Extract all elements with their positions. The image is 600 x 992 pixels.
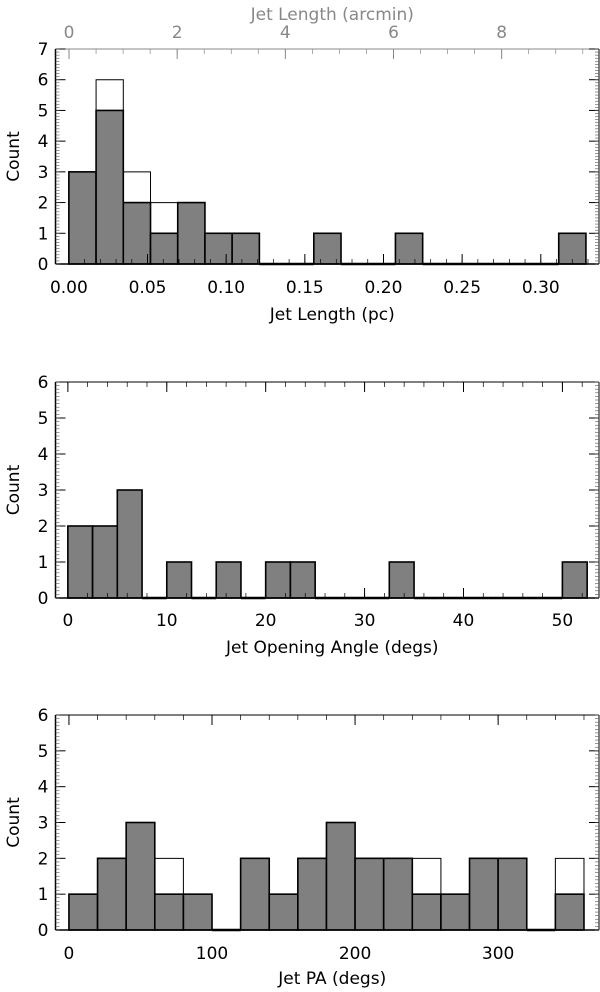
histogram-bar bbox=[554, 893, 585, 931]
x-tick-label: 0 bbox=[62, 611, 73, 631]
x-tick-label: 200 bbox=[339, 944, 371, 964]
x-tick-label: 0.15 bbox=[286, 278, 324, 298]
histogram-bar bbox=[268, 893, 299, 931]
y-tick-label: 3 bbox=[38, 481, 49, 501]
histogram-bar bbox=[394, 232, 424, 265]
histogram-bar bbox=[122, 201, 152, 265]
histogram-bar bbox=[116, 489, 143, 599]
top-x-tick-label: 0 bbox=[64, 23, 75, 43]
histogram-bar bbox=[96, 857, 127, 931]
y-tick-label: 5 bbox=[38, 409, 49, 429]
histogram-bar bbox=[165, 561, 193, 599]
histogram-bar bbox=[239, 857, 271, 931]
histogram-bar bbox=[313, 232, 342, 265]
top-x-tick-label: 6 bbox=[388, 23, 399, 43]
top-x-tick-label: 2 bbox=[172, 23, 183, 43]
histogram-bar bbox=[68, 171, 97, 265]
y-tick-label: 3 bbox=[38, 163, 49, 183]
y-tick-label: 2 bbox=[38, 194, 49, 214]
histogram-bar bbox=[149, 232, 179, 265]
y-tick-label: 1 bbox=[38, 224, 49, 244]
histogram-bar bbox=[440, 893, 471, 931]
y-tick-label: 0 bbox=[38, 921, 49, 941]
x-axis-title: Jet Opening Angle (degs) bbox=[225, 638, 439, 658]
y-tick-label: 1 bbox=[38, 885, 49, 905]
x-tick-label: 0.20 bbox=[365, 278, 403, 298]
y-tick-label: 5 bbox=[38, 742, 49, 762]
y-tick-label: 4 bbox=[38, 132, 49, 152]
y-tick-label: 6 bbox=[38, 373, 49, 393]
x-tick-label: 0.30 bbox=[522, 278, 560, 298]
x-tick-label: 100 bbox=[196, 944, 228, 964]
x-tick-label: 10 bbox=[156, 611, 178, 631]
histogram-bar bbox=[95, 109, 125, 265]
histogram-bar bbox=[289, 561, 316, 599]
histogram-bar bbox=[468, 857, 499, 931]
histogram-bar bbox=[153, 893, 185, 931]
y-axis-title: Count bbox=[4, 797, 24, 848]
histogram-bar bbox=[411, 893, 442, 931]
x-tick-label: 30 bbox=[354, 611, 376, 631]
x-tick-label: 50 bbox=[552, 611, 574, 631]
histogram-bar bbox=[231, 232, 261, 265]
top-x-tick-label: 8 bbox=[496, 23, 507, 43]
histogram-panel-1: 0 1 2 3 4 5 6 7 0.00 0.05 0.10 0.15 0.20 0.25 0.30 Jet … bbox=[4, 5, 600, 325]
top-x-axis-title: Jet Length (arcmin) bbox=[250, 5, 414, 25]
histogram-bar bbox=[67, 525, 94, 599]
y-tick-label: 5 bbox=[38, 101, 49, 121]
y-tick-label: 7 bbox=[38, 40, 49, 60]
x-tick-label: 40 bbox=[453, 611, 475, 631]
x-tick-label: 0.25 bbox=[443, 278, 481, 298]
y-tick-label: 4 bbox=[38, 445, 49, 465]
histogram-bar bbox=[91, 525, 119, 599]
top-x-tick-label: 4 bbox=[280, 23, 291, 43]
histogram-panel-2: 0 1 2 3 4 5 6 0 10 20 30 40 50 Jet Opening Angle (deg… bbox=[4, 373, 600, 658]
x-axis-title: Jet Length (pc) bbox=[269, 305, 395, 325]
y-tick-label: 2 bbox=[38, 517, 49, 537]
histogram-bar bbox=[388, 561, 415, 599]
histogram-bar bbox=[68, 893, 99, 931]
histogram-bar bbox=[125, 821, 156, 931]
histogram-bar bbox=[325, 821, 356, 931]
histogram-bar bbox=[354, 857, 385, 931]
histogram-bar bbox=[382, 857, 414, 931]
x-tick-label: 0.10 bbox=[207, 278, 245, 298]
histogram-bar bbox=[204, 232, 233, 265]
x-tick-label: 20 bbox=[255, 611, 277, 631]
histogram-bar bbox=[176, 201, 206, 265]
y-tick-label: 0 bbox=[38, 255, 49, 275]
y-tick-label: 6 bbox=[38, 706, 49, 726]
x-tick-label: 0.05 bbox=[129, 278, 167, 298]
y-tick-label: 4 bbox=[38, 778, 49, 798]
y-tick-label: 6 bbox=[38, 71, 49, 91]
histogram-bar bbox=[497, 857, 528, 931]
x-axis-title: Jet PA (degs) bbox=[277, 969, 386, 989]
x-tick-label: 0 bbox=[64, 944, 75, 964]
histogram-bar bbox=[182, 893, 213, 931]
y-axis-title: Count bbox=[4, 131, 24, 182]
x-tick-label: 0.00 bbox=[50, 278, 88, 298]
y-tick-label: 2 bbox=[38, 849, 49, 869]
y-axis-title: Count bbox=[4, 464, 24, 515]
histogram-bar bbox=[215, 561, 242, 599]
histogram-bar bbox=[557, 232, 587, 265]
y-tick-label: 3 bbox=[38, 814, 49, 834]
y-tick-label: 1 bbox=[38, 553, 49, 573]
histogram-panel-3: 0 1 2 3 4 5 6 0 100 200 300 Jet PA (degs) Count bbox=[4, 706, 600, 989]
y-tick-label: 0 bbox=[38, 589, 49, 609]
histogram-bar bbox=[561, 561, 588, 599]
x-tick-label: 300 bbox=[482, 944, 514, 964]
histogram-bar bbox=[297, 857, 328, 931]
histogram-bar bbox=[264, 561, 292, 599]
